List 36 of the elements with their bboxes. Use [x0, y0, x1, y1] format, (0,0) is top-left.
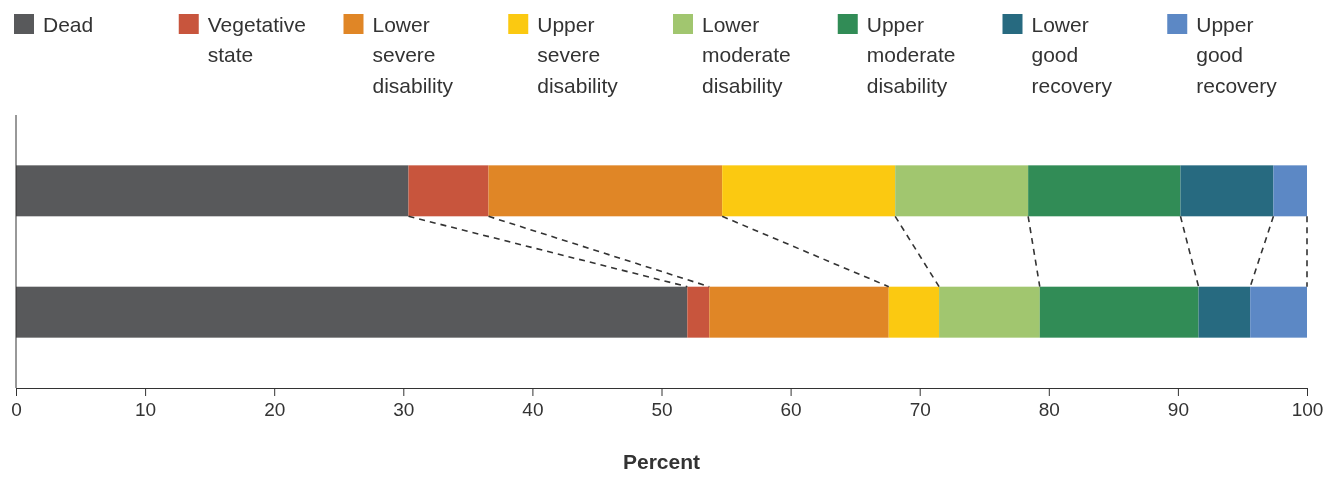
legend-label: Vegetative state — [207, 13, 306, 67]
bar — [408, 165, 489, 217]
legend-label: Lower severe disability — [372, 13, 454, 97]
bar — [1180, 165, 1274, 217]
bar — [16, 286, 688, 338]
legend-label: Upper moderate disability — [866, 13, 956, 97]
x-axis-title: Percent — [622, 450, 701, 473]
x-tick-label: 70 — [909, 399, 931, 421]
legend-label: Dead — [43, 13, 94, 36]
bar — [1250, 286, 1307, 338]
bar — [1273, 165, 1307, 217]
x-tick-label: 80 — [1038, 399, 1060, 421]
x-tick-label: 90 — [1167, 399, 1189, 421]
x-tick-label: 0 — [11, 399, 22, 421]
x-tick-label: 40 — [522, 399, 544, 421]
bar — [888, 286, 940, 338]
x-tick-label: 10 — [135, 399, 157, 421]
bar — [687, 286, 710, 338]
legend-label: Upper good recovery — [1196, 13, 1278, 97]
bar — [1198, 286, 1251, 338]
bar — [722, 165, 896, 217]
bar — [939, 286, 1040, 338]
bar — [1039, 286, 1199, 338]
bar — [1028, 165, 1181, 217]
legend-label: Lower moderate disability — [702, 13, 791, 97]
legend-label: Upper severe disability — [537, 13, 619, 97]
x-tick-label: 60 — [780, 399, 802, 421]
x-tick-label: 30 — [393, 399, 415, 421]
x-tick-label: 50 — [651, 399, 673, 421]
x-tick-label: 20 — [264, 399, 286, 421]
x-tick-label: 100 — [1291, 399, 1324, 421]
legend-label: Lower good recovery — [1031, 13, 1113, 97]
bar — [895, 165, 1029, 217]
bar — [488, 165, 723, 217]
bar — [709, 286, 889, 338]
bar — [16, 165, 409, 217]
